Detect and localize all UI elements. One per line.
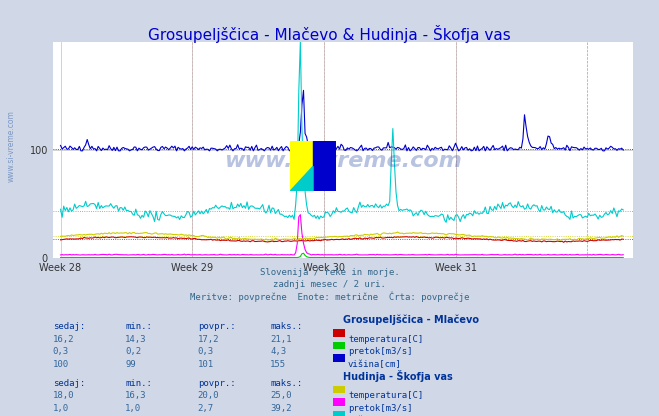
Text: 101: 101 [198, 360, 214, 369]
Text: Grosupeljščica - Mlačevo & Hudinja - Škofja vas: Grosupeljščica - Mlačevo & Hudinja - Ško… [148, 25, 511, 43]
Text: temperatura[C]: temperatura[C] [348, 335, 423, 344]
Text: 14,3: 14,3 [125, 335, 147, 344]
Text: 0,3: 0,3 [198, 347, 214, 357]
Text: 16,3: 16,3 [125, 391, 147, 400]
Text: 39,2: 39,2 [270, 404, 292, 413]
Text: min.:: min.: [125, 379, 152, 388]
Text: 1,0: 1,0 [53, 404, 69, 413]
Text: www.si-vreme.com: www.si-vreme.com [7, 110, 16, 181]
Text: 20,0: 20,0 [198, 391, 219, 400]
Text: 21,1: 21,1 [270, 335, 292, 344]
Bar [313, 141, 336, 191]
Text: sedaj:: sedaj: [53, 322, 85, 332]
Text: 2,7: 2,7 [198, 404, 214, 413]
Text: 0,2: 0,2 [125, 347, 141, 357]
Text: temperatura[C]: temperatura[C] [348, 391, 423, 400]
Text: min.:: min.: [125, 322, 152, 332]
Text: višina[cm]: višina[cm] [348, 360, 402, 369]
Text: www.si-vreme.com: www.si-vreme.com [224, 151, 461, 171]
Text: 1,0: 1,0 [125, 404, 141, 413]
Text: maks.:: maks.: [270, 322, 302, 332]
Text: 16,2: 16,2 [53, 335, 74, 344]
Text: 18,0: 18,0 [53, 391, 74, 400]
Text: 99: 99 [125, 360, 136, 369]
Text: Meritve: povprečne  Enote: metrične  Črta: povprečje: Meritve: povprečne Enote: metrične Črta:… [190, 292, 469, 302]
Text: povpr.:: povpr.: [198, 379, 235, 388]
Text: zadnji mesec / 2 uri.: zadnji mesec / 2 uri. [273, 280, 386, 289]
Polygon shape [290, 166, 313, 191]
Text: 0,3: 0,3 [53, 347, 69, 357]
Text: pretok[m3/s]: pretok[m3/s] [348, 404, 413, 413]
Text: 4,3: 4,3 [270, 347, 286, 357]
Text: sedaj:: sedaj: [53, 379, 85, 388]
Text: Slovenija / reke in morje.: Slovenija / reke in morje. [260, 268, 399, 277]
Text: maks.:: maks.: [270, 379, 302, 388]
Bar [290, 141, 313, 191]
Text: 25,0: 25,0 [270, 391, 292, 400]
Text: povpr.:: povpr.: [198, 322, 235, 332]
Text: pretok[m3/s]: pretok[m3/s] [348, 347, 413, 357]
Text: 17,2: 17,2 [198, 335, 219, 344]
Text: 155: 155 [270, 360, 286, 369]
Text: Grosupeljščica - Mlačevo: Grosupeljščica - Mlačevo [343, 314, 478, 324]
Text: 100: 100 [53, 360, 69, 369]
Text: Hudinja - Škofja vas: Hudinja - Škofja vas [343, 370, 453, 382]
